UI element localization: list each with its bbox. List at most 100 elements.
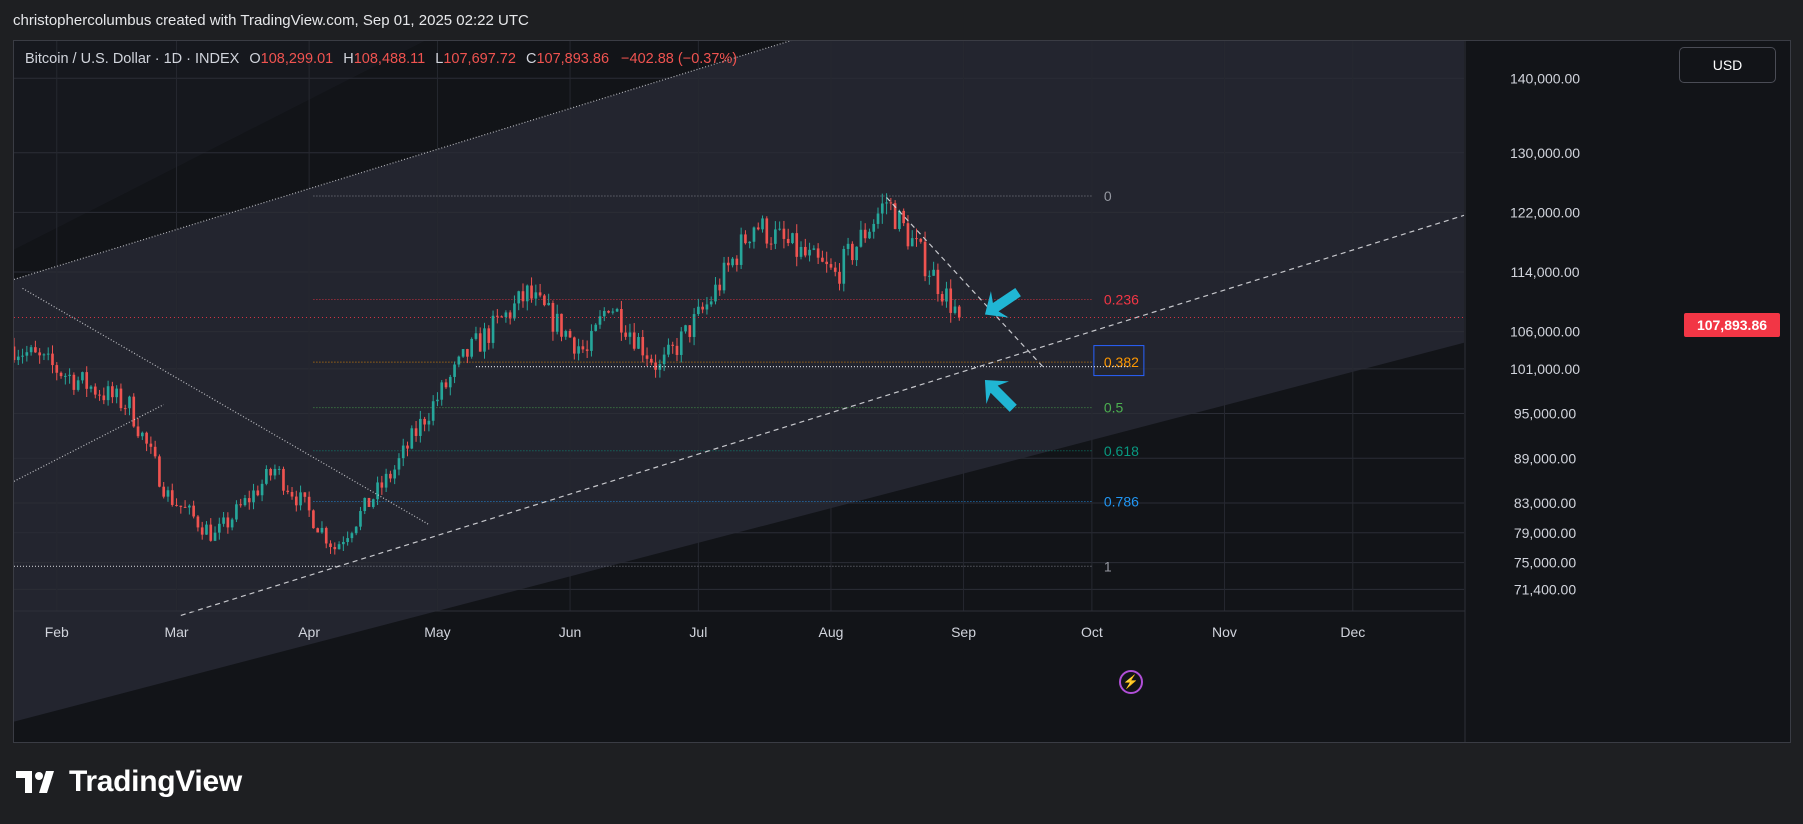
price-chart[interactable]: 0 0.236 0.382 0.5 0.618 0.786 1 140,000.00 130,… [14, 41, 1790, 742]
candle [265, 465, 268, 486]
candle [868, 228, 871, 240]
candle [196, 514, 200, 532]
candle [902, 208, 906, 227]
candle-body [496, 315, 499, 317]
currency-button[interactable]: USD [1679, 47, 1776, 83]
candle [34, 340, 37, 353]
candle-body [179, 505, 183, 507]
candle-body [821, 257, 824, 262]
x-tick-label: Aug [819, 624, 844, 640]
candle [299, 485, 302, 511]
candle-body [868, 231, 871, 239]
candle [551, 300, 555, 341]
candle-body [744, 234, 747, 244]
fib-level-label: 0.5 [1104, 400, 1124, 416]
candle-body [649, 358, 653, 363]
candle-body [898, 210, 901, 229]
candle-body [645, 355, 649, 359]
candle-body [504, 312, 508, 318]
candle [252, 483, 255, 510]
candle-body [102, 395, 106, 401]
candle-body [427, 420, 431, 425]
y-tick-label: 130,000.00 [1510, 145, 1580, 161]
arrow-icon [984, 287, 1021, 318]
candle-body [577, 346, 580, 354]
candle [833, 261, 837, 277]
candle-body [761, 218, 764, 230]
candle [213, 526, 217, 542]
candle-body [136, 426, 140, 437]
candle [59, 371, 63, 379]
candle-body [371, 499, 375, 507]
candle [55, 362, 59, 381]
candle-body [718, 284, 722, 291]
candle-body [192, 505, 195, 517]
candle-body [521, 291, 525, 302]
candle [722, 256, 726, 294]
candle-body [564, 331, 568, 337]
symbol-name[interactable]: Bitcoin / U.S. Dollar · 1D · INDEX [25, 51, 240, 67]
fib-level-label: 0.382 [1104, 354, 1139, 370]
candle-body [863, 229, 867, 239]
lightning-icon[interactable]: ⚡ [1119, 670, 1143, 694]
candle-body [303, 492, 307, 497]
x-tick-label: Feb [45, 624, 69, 640]
candle [786, 228, 790, 247]
candle-body [72, 374, 76, 390]
candle [192, 500, 195, 519]
candle-body [51, 353, 54, 366]
candle [316, 527, 320, 533]
candle [863, 223, 867, 243]
candle [846, 237, 850, 256]
candle [808, 242, 811, 262]
y-tick-label: 83,000.00 [1514, 495, 1576, 511]
x-tick-label: Jul [689, 624, 707, 640]
candle-body [735, 258, 739, 265]
candle-body [226, 517, 230, 528]
candle-body [936, 269, 940, 295]
candle-body [876, 213, 880, 224]
candle [239, 498, 243, 508]
candle [29, 344, 33, 356]
candle [277, 466, 281, 475]
drawing-layer [14, 41, 1465, 617]
candle-body [324, 527, 328, 544]
candle [376, 476, 379, 506]
candle [128, 395, 131, 416]
candle-body [265, 468, 268, 484]
candle [641, 329, 645, 363]
y-tick-label: 114,000.00 [1510, 264, 1579, 280]
candle [235, 500, 238, 523]
candle [448, 374, 452, 396]
background-layer [14, 41, 1464, 722]
candle [898, 209, 901, 232]
candle-body [230, 519, 234, 528]
candle-body [547, 302, 550, 306]
chart-frame[interactable]: 0 0.236 0.382 0.5 0.618 0.786 1 140,000.00 130,… [13, 40, 1791, 743]
candle-body [162, 486, 166, 497]
candle-body [461, 349, 465, 357]
candle [453, 361, 456, 384]
candle-body [235, 504, 238, 520]
candle-body [701, 306, 704, 310]
candle [337, 541, 341, 550]
candlestick-series [14, 193, 961, 555]
candle [885, 193, 888, 215]
candle-body [46, 353, 50, 355]
y-tick-label: 79,000.00 [1514, 525, 1576, 541]
x-tick-label: Apr [298, 624, 320, 640]
candle-body [158, 456, 161, 487]
candle [910, 230, 914, 247]
candle [389, 470, 392, 483]
candle [739, 227, 743, 270]
candle-body [491, 315, 495, 343]
candle [718, 278, 722, 296]
candle [354, 526, 358, 536]
candle [98, 389, 101, 401]
close-value: 107,893.86 [536, 51, 610, 67]
candle-body [641, 336, 645, 356]
candle-body [140, 432, 144, 437]
candle-body [243, 498, 247, 506]
candle [615, 307, 619, 313]
candle [744, 230, 747, 245]
